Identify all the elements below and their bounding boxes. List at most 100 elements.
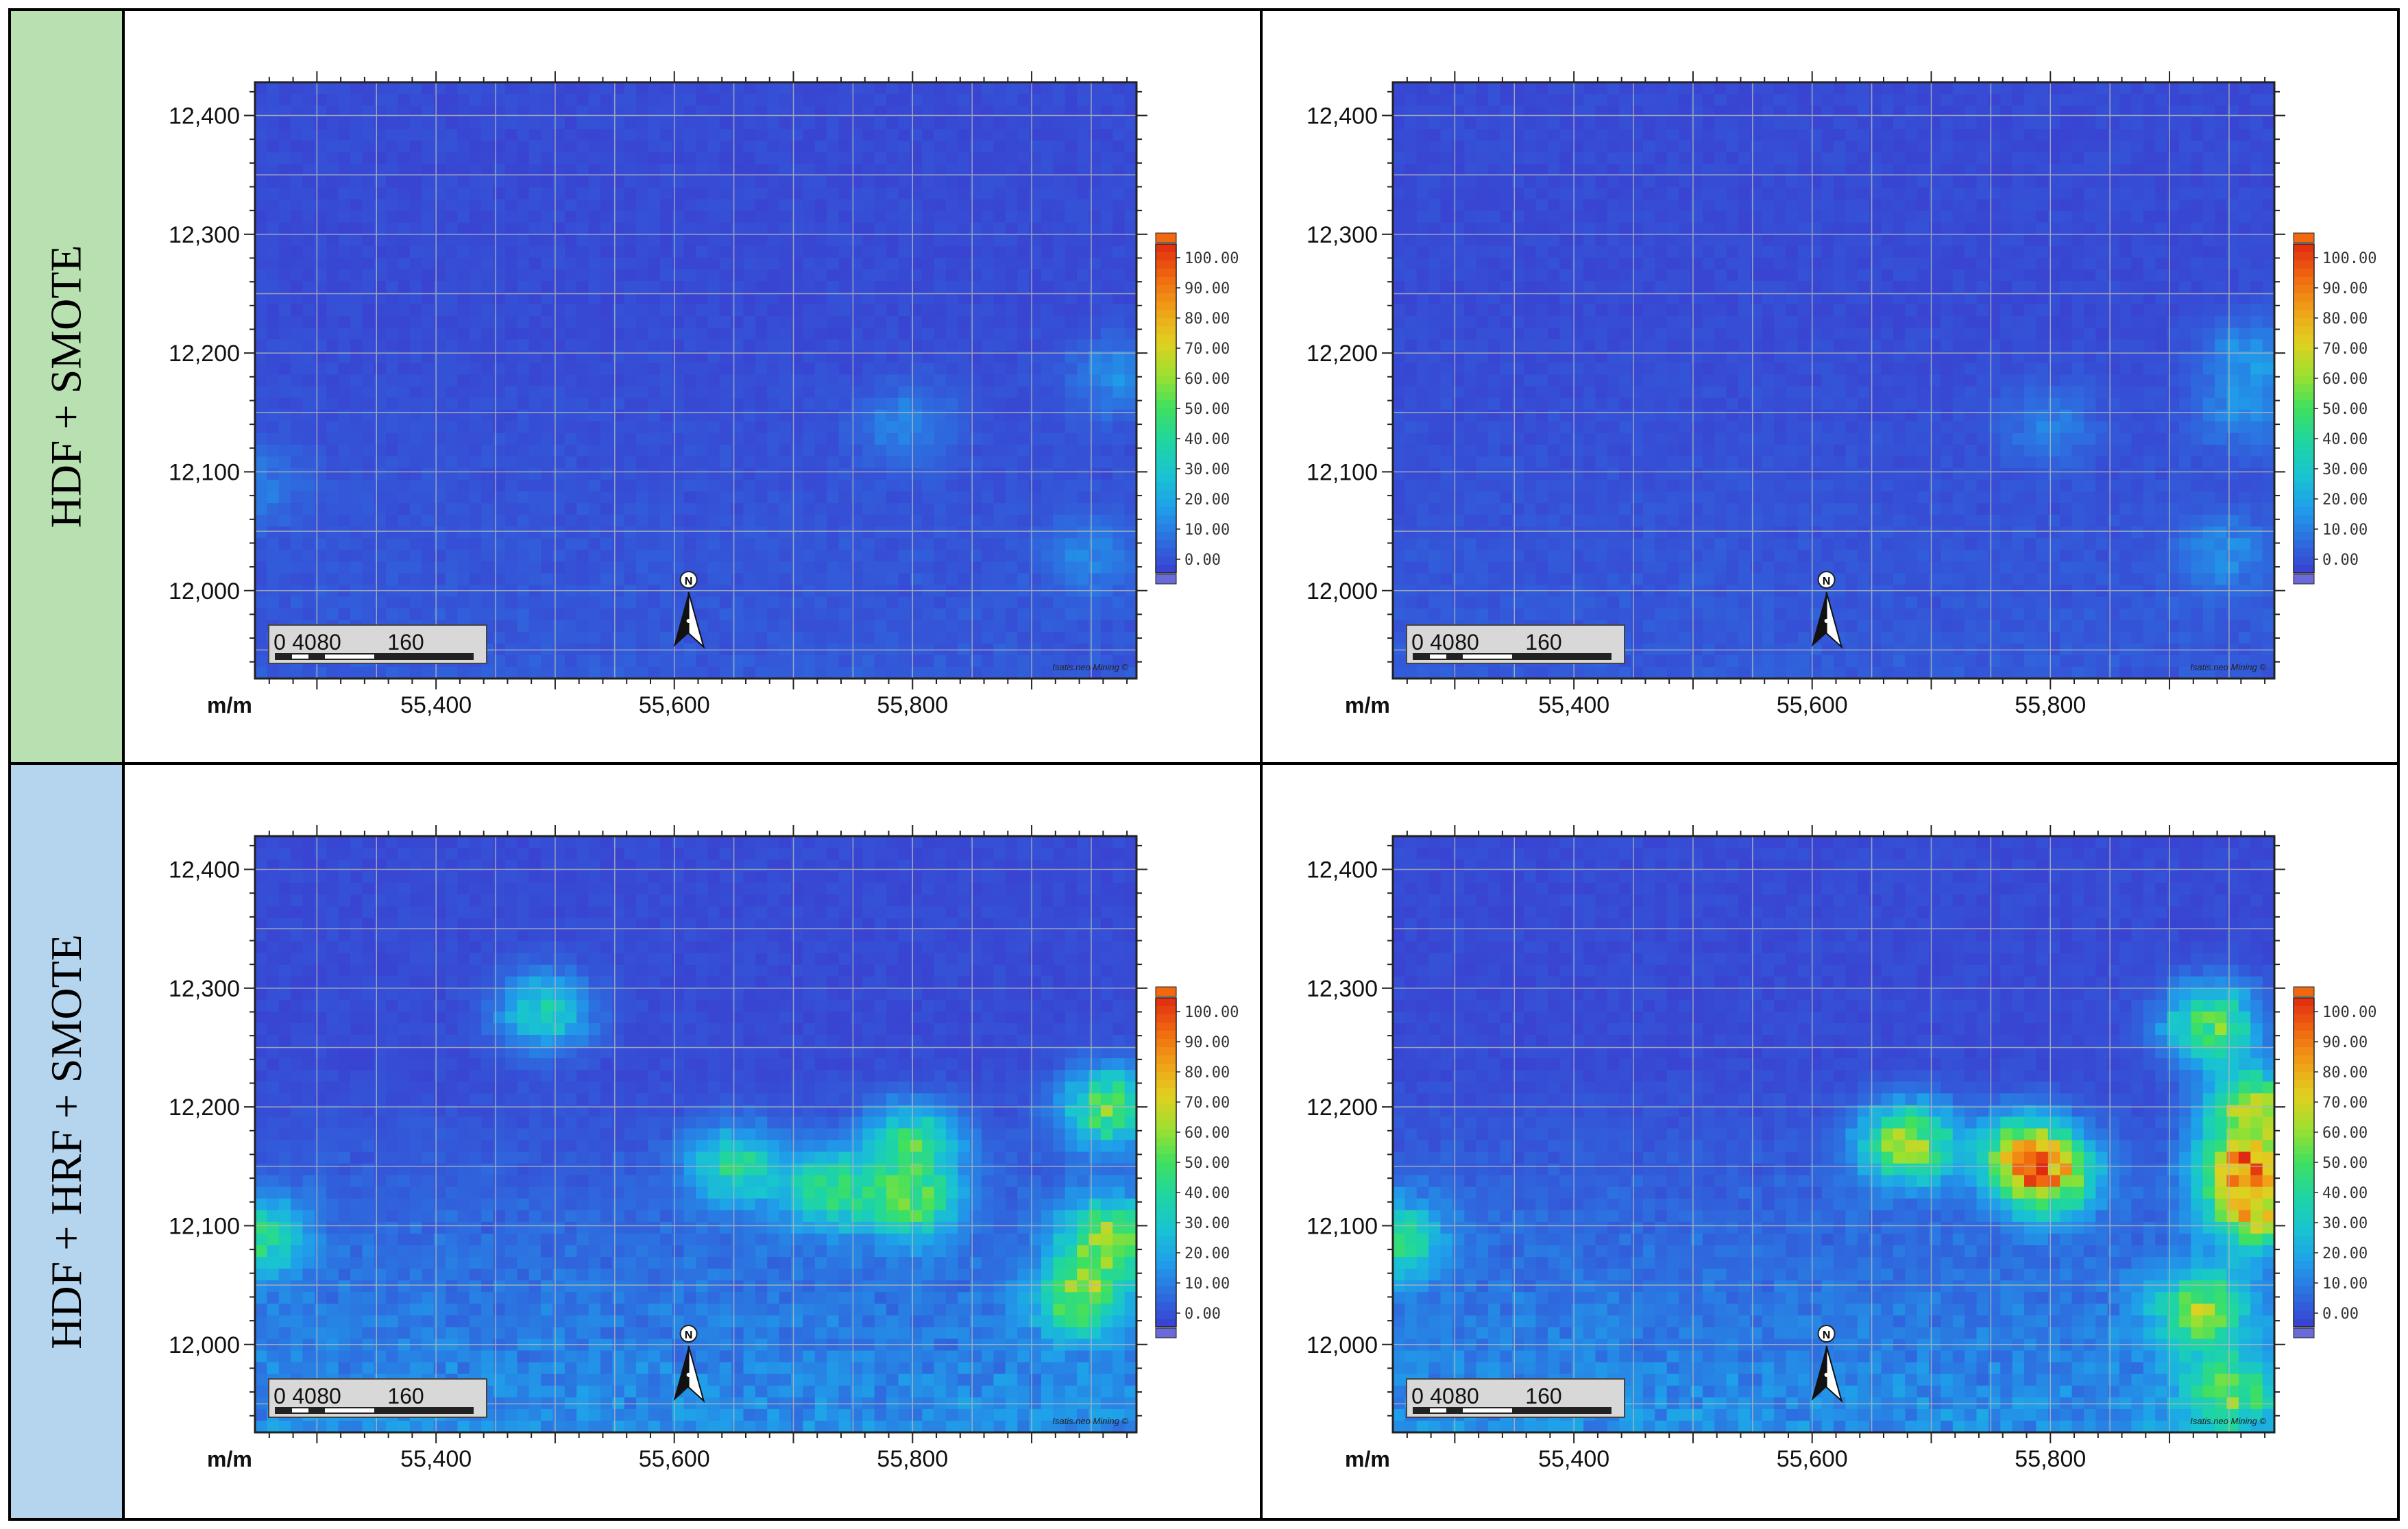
north-arrow-circle [1817,1325,1836,1343]
y-tick-label: 12,400 [169,103,240,130]
scale-bar-segment [276,654,292,659]
heatmap-svg: 12,400 12,300 12,200 12,100 12,000 55,400 55,6… [169,71,1239,718]
unit-label: m/m [1345,693,1390,718]
watermark-text: Isatis.neo Mining © [2190,1416,2266,1426]
plot-frame [254,81,1138,680]
legend-tick-label: 20.00 [2322,491,2368,509]
north-arrow-circle [1817,571,1836,589]
y-tick-label: 12,200 [169,1094,240,1121]
y-tick-label: 12,400 [1306,857,1378,883]
x-tick-label: 55,400 [400,1446,472,1472]
heatmap-cells [1393,836,2275,1433]
north-arrow-icon: N [1811,1325,1843,1404]
legend-tick-label: 20.00 [1184,1245,1230,1262]
unit-label: m/m [207,1447,252,1471]
y-tick-label: 12,300 [1306,222,1378,248]
legend-tick-label: 90.00 [2322,280,2368,297]
x-tick-label: 55,400 [400,692,472,718]
heatmap-cells [255,836,1137,1433]
y-tick-label: 12,100 [1306,1213,1378,1239]
legend-tick-label: 50.00 [1184,401,1230,418]
unit-label: m/m [207,693,252,718]
legend-top-cap [2293,986,2315,997]
x-tick-label: 55,600 [639,1446,710,1472]
legend-tick-label: 30.00 [1184,1215,1230,1232]
figure-grid: HDF + SMOTE HDF + HRF + SMOTE 12,400 12,3… [8,8,2400,1521]
plot-frame [254,835,1138,1434]
legend-tick-label: 40.00 [2322,1185,2368,1202]
legend-tick-label: 100.00 [1184,1004,1239,1021]
scale-bar-segment [308,654,325,659]
scale-bar-label: 40 [1430,630,1455,655]
scale-bar-label: 0 [1411,630,1424,655]
plot-frame [1391,835,2276,1434]
north-arrow-right [1825,1345,1843,1404]
scale-bar-segment [308,1408,325,1413]
y-tick-label: 12,100 [1306,459,1378,485]
scale-bar-label: 160 [387,630,424,655]
tick-marks [1382,71,2285,689]
north-arrow-dot [1824,1373,1829,1377]
heatmap-svg: 12,400 12,300 12,200 12,100 12,000 55,400 55,6… [1306,71,2376,718]
legend-tick-label: 60.00 [2322,1125,2368,1142]
row-label-2: HDF + HRF + SMOTE [8,762,125,1521]
scale-bar-label: 40 [292,1384,317,1408]
legend-tick-label: 0.00 [2322,1306,2359,1323]
legend-tick-label: 10.00 [1184,522,1230,539]
north-arrow-dot [686,619,691,623]
tick-marks [244,825,1147,1443]
y-tick-label: 12,000 [169,1332,240,1358]
scale-bar-segment [1446,1408,1463,1413]
heatmap-cells [255,82,1137,679]
legend-tick-label: 40.00 [1184,431,1230,448]
scale-bar-segment [1512,654,1611,659]
north-arrow-dot [1824,619,1829,623]
y-tick-label: 12,300 [169,222,240,248]
x-tick-label: 55,800 [877,692,948,718]
y-tick-label: 12,000 [169,578,240,604]
heatmap-svg: 12,400 12,300 12,200 12,100 12,000 55,400 55,6… [169,825,1239,1472]
scale-bar: 0 40 80 160 [268,1378,487,1418]
legend-tick-label: 60.00 [1184,371,1230,388]
scale-bar: 0 40 80 160 [1406,624,1625,664]
heatmap-panel-bottom-right: 12,400 12,300 12,200 12,100 12,000 55,400 55,6… [1260,762,2400,1521]
scale-bar-label: 40 [292,630,317,655]
legend-tick-label: 50.00 [2322,1155,2368,1172]
legend-tick-label: 0.00 [2322,552,2359,569]
heatmap-cells [1393,82,2275,679]
legend-tick-label: 70.00 [2322,1094,2368,1112]
color-legend: 100.00 90.00 80.00 70.00 60.00 50.00 40.00 30.0… [2293,986,2376,1338]
north-arrow-icon: N [1811,571,1843,650]
y-tick-label: 12,000 [1306,1332,1378,1358]
scale-bar: 0 40 80 160 [268,624,487,664]
north-arrow-circle [679,1325,698,1343]
tick-marks [244,71,1147,689]
legend-tick-label: 10.00 [2322,1275,2368,1293]
scale-bar-segment [374,654,473,659]
legend-tick-label: 70.00 [2322,341,2368,358]
legend-tick-label: 0.00 [1184,552,1221,569]
scale-bar-label: 160 [387,1384,424,1408]
unit-label: m/m [1345,1447,1390,1471]
grid-lines [255,836,1136,1432]
legend-tick-label: 40.00 [2322,431,2368,448]
scale-bar-segment [1413,654,1430,659]
x-tick-label: 55,800 [877,1446,948,1472]
row-label-1: HDF + SMOTE [8,8,125,765]
grid-lines [255,82,1136,678]
legend-tick-label: 50.00 [1184,1155,1230,1172]
legend-bottom-cap [1155,1328,1177,1338]
legend-tick-label: 80.00 [2322,1064,2368,1081]
x-tick-label: 55,400 [1538,1446,1609,1472]
north-arrow-left [673,592,689,647]
scale-bar-label: 0 [273,630,286,655]
legend-bottom-cap [2293,574,2315,585]
legend-tick-label: 30.00 [1184,461,1230,478]
legend-top-cap [1155,986,1177,997]
watermark-text: Isatis.neo Mining © [1052,1416,1128,1426]
heatmap-panel-top-right: 12,400 12,300 12,200 12,100 12,000 55,400 55,6… [1260,8,2400,765]
x-tick-label: 55,800 [2015,1446,2086,1472]
legend-tick-label: 80.00 [2322,310,2368,328]
y-tick-label: 12,100 [169,1213,240,1239]
legend-tick-label: 100.00 [2322,1004,2376,1021]
